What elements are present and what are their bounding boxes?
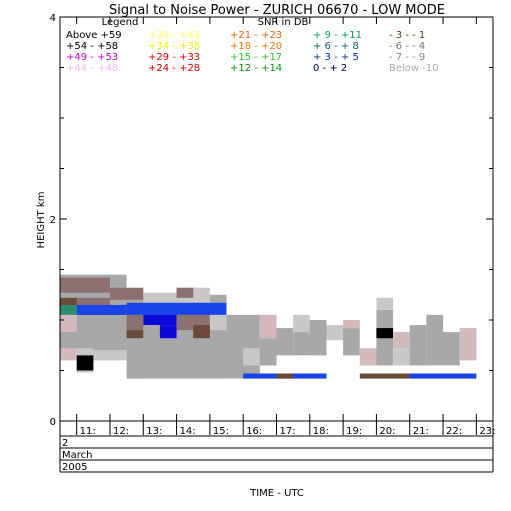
heatmap-cell [209, 314, 227, 331]
x-tick-label: 17: [280, 426, 296, 437]
x-tick-label: 11: [80, 426, 96, 437]
heatmap-cell [276, 328, 294, 356]
legend-entry: +54 - +58 [66, 41, 118, 52]
x-tick-label: 15: [213, 426, 229, 437]
y-tick-label: 0 [50, 417, 56, 428]
heatmap-cell [93, 350, 127, 361]
y-tick-label: 4 [50, 13, 56, 24]
heatmap-cell [126, 302, 227, 315]
x-axis: 11: 12: 13: 14: 15: 16: 17: 18: 19: 20: 21: 22: 23: [76, 17, 495, 437]
y-axis-label: HEIGHT km [36, 192, 47, 249]
legend-entry: + 9 - +11 [313, 30, 362, 41]
heatmap-cell [143, 314, 177, 325]
heatmap-cell [293, 332, 310, 356]
heatmap-cell [126, 314, 144, 331]
x-axis-label: TIME - UTC [249, 488, 304, 499]
chart-title: Signal to Noise Power - ZURICH 06670 - L… [109, 3, 445, 18]
heatmap-cell [176, 287, 194, 298]
heatmap-cell [276, 373, 294, 379]
heatmap-cell [193, 325, 210, 339]
legend-entry: +39 - +43 [148, 30, 200, 41]
heatmap-cell [409, 325, 427, 366]
heatmap-cell [126, 330, 144, 339]
heatmap-cell [343, 320, 360, 329]
heatmap-cell [259, 314, 277, 339]
y-tick-label: 2 [50, 215, 56, 226]
x-tick-label: 16: [246, 426, 262, 437]
heatmap-cell [76, 297, 110, 305]
heatmap-cell [159, 325, 177, 339]
x-tick-label: 14: [180, 426, 196, 437]
legend-entry: - 6 - - 4 [389, 41, 425, 52]
heatmap-cell [376, 297, 394, 310]
heatmap-cell [359, 348, 377, 366]
heatmap-cell [226, 314, 260, 379]
legend-title: Legend [102, 17, 139, 28]
legend-entry: +24 - +28 [148, 63, 200, 74]
legend-entry: +18 - +20 [230, 41, 282, 52]
legend-entry: +21 - +23 [230, 30, 282, 41]
x-tick-label: 19: [346, 426, 362, 437]
x-tick-label: 18: [313, 426, 329, 437]
heatmap-cell [393, 348, 410, 366]
date-row-label: 2 [62, 438, 68, 449]
legend-units: SNR in DB [258, 17, 309, 28]
legend-entry: +34 - +38 [148, 41, 200, 52]
date-row-label: 2005 [62, 462, 87, 473]
heatmap-cell [293, 314, 310, 333]
heatmap-cell [110, 287, 144, 300]
heatmap-cell [343, 328, 360, 356]
heatmap-cell [60, 297, 77, 305]
heatmap-cell [359, 373, 410, 379]
legend-entry: 0 - + 2 [313, 63, 347, 74]
heatmap-cell [259, 338, 277, 366]
heatmap-cell [409, 373, 477, 379]
legend-entry: + 3 - + 5 [313, 52, 359, 63]
legend-entry: - 3 - - 1 [389, 30, 425, 41]
heatmap-cell [376, 328, 394, 339]
legend-entry: + 6 - + 8 [313, 41, 359, 52]
heatmap-cell [76, 304, 127, 315]
legend-entry: Above +59 [66, 30, 122, 41]
heatmap-cell [60, 338, 127, 351]
heatmap-cell [60, 277, 110, 293]
legend-entry: - 7 - - 9 [389, 52, 425, 63]
legend-entry: +15 - +17 [230, 52, 282, 63]
x-tick-label: 20: [379, 426, 395, 437]
heatmap-cell [243, 348, 260, 366]
date-row-label: March [62, 450, 92, 461]
x-tick-label: 23: [479, 426, 495, 437]
heatmap-cell [326, 325, 344, 341]
heatmap-cell [60, 314, 77, 333]
x-tick-label: 12: [113, 426, 129, 437]
legend-entry: +49 - +53 [66, 52, 118, 63]
legend-entry: +12 - +14 [230, 63, 282, 74]
x-tick-label: 13: [146, 426, 162, 437]
heatmap-cell [393, 332, 410, 349]
heatmap-cell [309, 320, 327, 356]
heatmap-cell [426, 314, 444, 366]
legend-entry: +44 - +48 [66, 63, 118, 74]
x-tick-label: 21: [413, 426, 429, 437]
legend: Legend SNR in DB Above +59+54 - +58+49 -… [66, 17, 439, 74]
y-axis: 0 2 4 [50, 13, 493, 428]
legend-entry: Below -10 [389, 63, 439, 74]
heatmap-cell [443, 332, 460, 366]
heatmap-cell [76, 355, 94, 371]
heatmap-cell [459, 328, 477, 361]
x-tick-label: 22: [446, 426, 462, 437]
heatmap-cells [60, 274, 477, 379]
legend-entry: +29 - +33 [148, 52, 200, 63]
heatmap-cell [60, 348, 77, 361]
